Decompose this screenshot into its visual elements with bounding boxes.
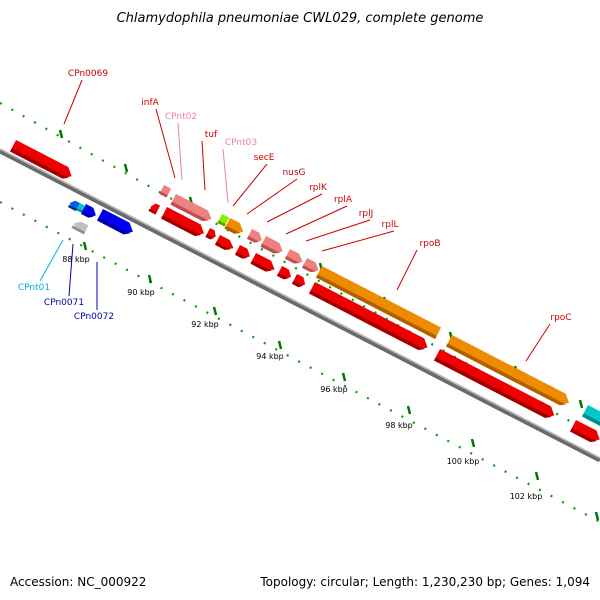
lower-major-tick [341, 372, 347, 382]
lower-major-tick [82, 241, 88, 251]
gene-grey-small[interactable] [71, 219, 89, 235]
genome-backbone-highlight [0, 148, 600, 459]
map-title: Chlamydophila pneumoniae CWL029, complet… [117, 11, 484, 26]
gene-label-cpnt03[interactable]: CPnt03 [225, 138, 257, 148]
label-leader-line [68, 243, 74, 297]
label-leader-line [396, 249, 418, 291]
kbp-label-102: 102 kbp [510, 492, 543, 501]
gene-rpla-feature[interactable] [301, 258, 321, 275]
accession-text: Accession: NC_000922 [10, 575, 146, 589]
gene-red-d[interactable] [214, 235, 236, 253]
label-leader-line [246, 178, 298, 215]
label-leader-line [525, 323, 551, 362]
gene-label-cpn0071[interactable]: CPn0071 [44, 298, 84, 308]
gene-label-rpob[interactable]: rpoB [419, 239, 440, 249]
lower-major-tick [594, 511, 600, 521]
gene-red-g[interactable] [276, 266, 294, 282]
gene-label-tuf[interactable]: tuf [205, 130, 218, 140]
gene-features [10, 140, 600, 445]
gene-red-k[interactable] [570, 420, 600, 445]
label-leader-line [222, 148, 229, 204]
kbp-label-92: 92 kbp [191, 320, 219, 329]
gene-sece-feature[interactable] [246, 229, 264, 245]
scale-ticks [58, 129, 600, 521]
label-leader-line [232, 163, 268, 207]
lower-major-tick [212, 306, 218, 316]
label-leader-line [201, 140, 206, 191]
kbp-label-100: 100 kbp [447, 457, 480, 466]
gene-cyan-end[interactable] [582, 405, 600, 426]
lower-major-tick [277, 340, 283, 350]
gene-cpnt01[interactable] [67, 199, 80, 212]
gene-label-cpn0072[interactable]: CPn0072 [74, 312, 114, 322]
gene-cpn0069[interactable] [10, 140, 75, 182]
kbp-label-98: 98 kbp [385, 421, 413, 430]
gene-cpn0072-b[interactable] [97, 209, 136, 238]
gene-red-c[interactable] [205, 228, 218, 241]
upper-major-tick [58, 129, 64, 139]
gene-rplk-feature[interactable] [284, 249, 305, 267]
gene-tuf-feature[interactable] [224, 218, 245, 237]
gene-rpob-feature[interactable] [316, 266, 442, 340]
gene-tuf-green[interactable] [217, 214, 230, 227]
upper-major-tick [578, 399, 584, 409]
gene-label-rpoc[interactable]: rpoC [550, 313, 571, 323]
kbp-label-90: 90 kbp [127, 288, 155, 297]
upper-major-tick [123, 163, 129, 173]
gene-red-h[interactable] [291, 274, 308, 289]
gene-label-rplj[interactable]: rplJ [359, 209, 374, 219]
kbp-labels: 88 kbp 90 kbp 92 kbp 94 kbp 96 kbp 98 kb… [62, 255, 542, 501]
label-leader-line [39, 239, 64, 282]
gene-label-cpn0069[interactable]: CPn0069 [68, 69, 108, 79]
gene-nusg-feature[interactable] [260, 236, 285, 257]
label-leader-line [177, 122, 183, 181]
gene-label-sece[interactable]: secE [254, 153, 275, 163]
label-leader-line [155, 108, 176, 179]
gene-rpoc-feature[interactable] [446, 335, 572, 409]
lower-major-tick [534, 471, 540, 481]
gene-red-b[interactable] [161, 207, 207, 239]
kbp-label-94: 94 kbp [256, 352, 284, 361]
gene-red-j[interactable] [434, 349, 557, 421]
gene-infa-upper[interactable] [159, 185, 172, 198]
gene-label-rpla[interactable]: rplA [334, 195, 353, 205]
gene-label-infa[interactable]: infA [141, 98, 159, 108]
label-leader-line [305, 219, 371, 242]
genome-backbone [0, 148, 600, 463]
lower-major-tick [470, 438, 476, 448]
lower-dotted-ring [0, 201, 600, 523]
gene-label-cpnt02[interactable]: CPnt02 [165, 112, 197, 122]
gene-label-nusg[interactable]: nusG [282, 168, 305, 178]
lower-major-tick [147, 274, 153, 284]
label-leader-line [63, 79, 83, 125]
kbp-label-88: 88 kbp [62, 255, 90, 264]
gene-red-e[interactable] [234, 245, 252, 261]
gene-label-rplk[interactable]: rplK [309, 183, 328, 193]
gene-red-i[interactable] [309, 282, 430, 353]
gene-red-f[interactable] [250, 253, 277, 275]
lower-major-tick [406, 405, 412, 415]
gene-labels: CPn0069 infA CPnt02 tuf CPnt03 secE nusG… [18, 69, 572, 323]
gene-cpn0072-a[interactable] [80, 204, 98, 220]
label-leader-line [285, 205, 348, 235]
gene-red-a[interactable] [148, 202, 161, 215]
kbp-label-96: 96 kbp [320, 385, 348, 394]
label-leaders [39, 79, 551, 362]
label-leader-line [321, 230, 395, 252]
gene-label-rpll[interactable]: rplL [382, 220, 399, 230]
gene-label-cpnt01[interactable]: CPnt01 [18, 283, 50, 293]
gene-cpnt02-feature[interactable] [170, 194, 214, 224]
label-leader-line [266, 193, 323, 223]
genome-summary-text: Topology: circular; Length: 1,230,230 bp… [259, 575, 590, 589]
